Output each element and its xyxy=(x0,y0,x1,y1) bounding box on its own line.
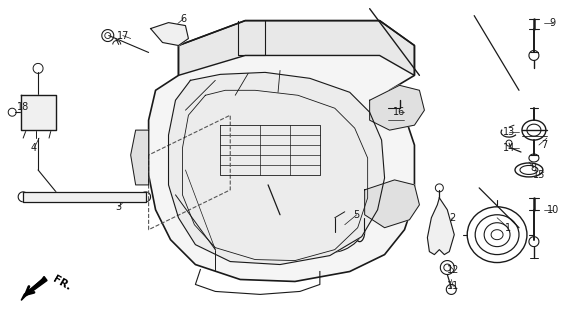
Text: 15: 15 xyxy=(532,170,545,180)
Polygon shape xyxy=(168,72,385,265)
Text: 11: 11 xyxy=(447,282,459,292)
Text: 18: 18 xyxy=(17,102,29,112)
Text: 3: 3 xyxy=(116,202,122,212)
Text: 6: 6 xyxy=(181,14,186,24)
Text: 10: 10 xyxy=(547,205,559,215)
Polygon shape xyxy=(23,192,145,202)
Text: 7: 7 xyxy=(540,140,547,150)
Text: 12: 12 xyxy=(447,265,459,275)
Text: 16: 16 xyxy=(393,107,405,117)
Polygon shape xyxy=(21,95,56,130)
Polygon shape xyxy=(151,23,189,45)
Polygon shape xyxy=(427,198,454,255)
Text: 2: 2 xyxy=(449,213,455,223)
Polygon shape xyxy=(131,130,148,185)
Polygon shape xyxy=(370,85,424,130)
Text: 9: 9 xyxy=(550,18,556,28)
Text: 1: 1 xyxy=(505,223,511,233)
Polygon shape xyxy=(21,276,47,300)
Polygon shape xyxy=(148,20,415,282)
Text: 14: 14 xyxy=(503,143,515,153)
Text: FR.: FR. xyxy=(51,275,73,293)
Text: 5: 5 xyxy=(354,210,360,220)
Text: 17: 17 xyxy=(117,30,129,41)
Text: 13: 13 xyxy=(503,127,515,137)
Polygon shape xyxy=(178,20,415,76)
Polygon shape xyxy=(365,180,419,228)
Text: 8: 8 xyxy=(531,163,537,173)
Text: 4: 4 xyxy=(31,143,37,153)
